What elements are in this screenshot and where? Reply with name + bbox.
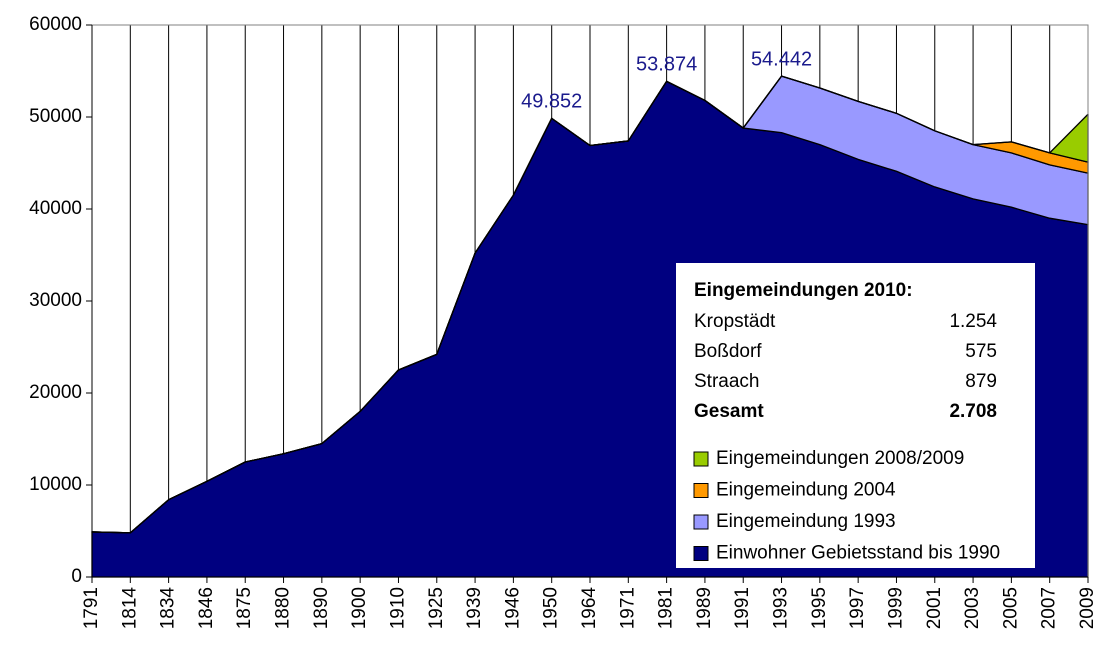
x-tick-label: 1834 bbox=[158, 587, 179, 630]
x-tick-label: 1880 bbox=[273, 587, 294, 629]
x-tick-label: 1993 bbox=[771, 587, 792, 629]
legend-label: Eingemeindungen 2008/2009 bbox=[716, 448, 964, 469]
y-tick-label: 20000 bbox=[29, 382, 82, 403]
legend-box bbox=[676, 263, 1035, 568]
data-label: 49.852 bbox=[521, 91, 582, 113]
legend-label: Eingemeindung 2004 bbox=[716, 480, 896, 501]
x-tick-label: 2007 bbox=[1039, 587, 1060, 629]
info-value: 575 bbox=[965, 341, 997, 362]
x-tick-label: 1814 bbox=[119, 587, 140, 630]
x-tick-label: 1900 bbox=[349, 587, 370, 629]
y-tick-label: 30000 bbox=[29, 290, 82, 311]
x-tick-label: 1950 bbox=[541, 587, 562, 629]
x-tick-label: 1964 bbox=[579, 587, 600, 630]
x-tick-label: 2003 bbox=[962, 587, 983, 629]
x-tick-label: 1791 bbox=[81, 587, 102, 629]
info-name: Gesamt bbox=[694, 401, 764, 422]
x-tick-label: 1910 bbox=[387, 587, 408, 629]
info-name: Kropstädt bbox=[694, 311, 776, 332]
x-tick-label: 1989 bbox=[694, 587, 715, 629]
legend-swatch bbox=[693, 451, 709, 467]
x-tick-label: 1846 bbox=[196, 587, 217, 629]
x-tick-label: 2005 bbox=[1000, 587, 1021, 629]
x-tick-label: 1875 bbox=[234, 587, 255, 629]
info-value: 1.254 bbox=[949, 311, 997, 332]
x-tick-label: 1925 bbox=[426, 587, 447, 629]
x-tick-label: 1991 bbox=[732, 587, 753, 629]
data-label: 53.874 bbox=[636, 54, 697, 76]
x-tick-label: 1997 bbox=[847, 587, 868, 629]
legend-swatch bbox=[693, 514, 709, 530]
y-tick-label: 60000 bbox=[29, 14, 82, 35]
data-label: 54.442 bbox=[751, 48, 812, 70]
info-name: Straach bbox=[694, 371, 759, 392]
x-tick-label: 1995 bbox=[809, 587, 830, 629]
info-name: Boßdorf bbox=[694, 341, 762, 362]
info-value: 2.708 bbox=[949, 401, 997, 422]
x-tick-label: 2001 bbox=[924, 587, 945, 629]
y-tick-label: 10000 bbox=[29, 474, 82, 495]
y-tick-label: 50000 bbox=[29, 106, 82, 127]
x-tick-label: 1981 bbox=[656, 587, 677, 629]
y-tick-label: 40000 bbox=[29, 198, 82, 219]
x-tick-label: 1939 bbox=[464, 587, 485, 629]
legend-label: Einwohner Gebietsstand bis 1990 bbox=[716, 543, 1000, 564]
info-title: Eingemeindungen 2010: bbox=[694, 280, 913, 301]
x-tick-label: 1999 bbox=[885, 587, 906, 629]
legend-swatch bbox=[693, 483, 709, 498]
info-value: 879 bbox=[965, 371, 997, 392]
legend-label: Eingemeindung 1993 bbox=[716, 511, 896, 532]
legend-swatch bbox=[693, 546, 709, 561]
y-tick-label: 0 bbox=[71, 566, 82, 587]
x-tick-label: 2009 bbox=[1077, 587, 1096, 629]
x-tick-label: 1890 bbox=[311, 587, 332, 629]
x-tick-label: 1971 bbox=[617, 587, 638, 629]
x-tick-label: 1946 bbox=[502, 587, 523, 629]
